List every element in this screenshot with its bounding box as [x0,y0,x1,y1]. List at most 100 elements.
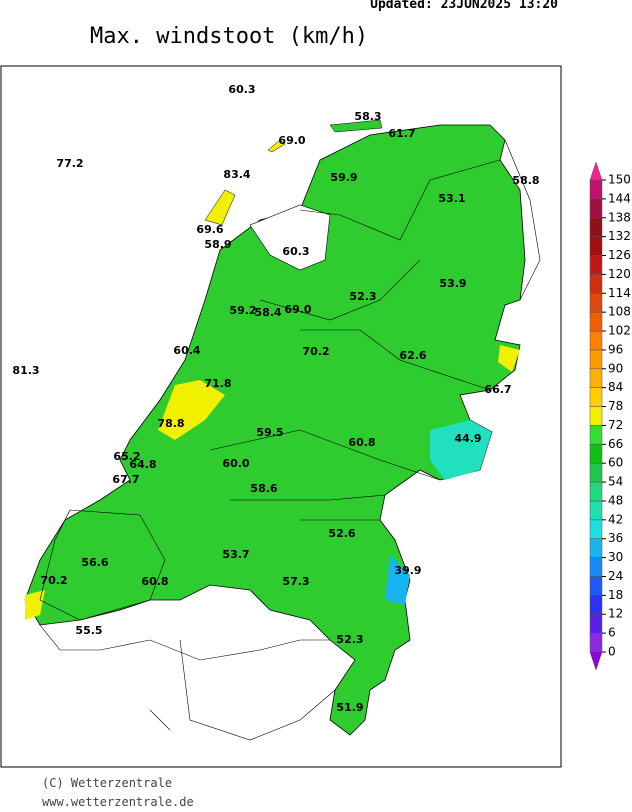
colorbar-label: 54 [608,475,623,489]
colorbar-label: 96 [608,342,623,356]
station-value: 70.2 [302,345,329,358]
colorbar-label: 78 [608,399,623,413]
station-value: 60.0 [222,457,249,470]
station-value: 83.4 [223,168,250,181]
color-band [589,255,603,275]
colorbar-label: 36 [608,531,623,545]
station-value: 58.6 [250,482,277,495]
station-value: 78.8 [157,417,184,430]
colorbar-label: 108 [608,305,631,319]
station-value: 60.3 [282,245,309,258]
color-band [589,198,603,219]
gust-area [430,420,492,480]
station-value: 70.2 [40,574,67,587]
color-band [589,179,603,200]
over-triangle [589,161,603,181]
colorbar-label: 24 [608,569,623,583]
station-value: 51.9 [336,701,363,714]
color-band [589,481,603,502]
station-value: 52.3 [336,633,363,646]
color-band [589,293,603,313]
color-band [589,462,603,483]
island [204,189,236,226]
station-value: 60.8 [348,436,375,449]
color-band [589,349,603,370]
color-band [589,330,603,351]
color-band [589,274,603,294]
station-value: 55.5 [75,624,102,637]
color-band [589,538,603,558]
station-value: 61.7 [388,127,415,140]
station-value: 52.6 [328,527,355,540]
island [267,139,286,153]
colorbar-label: 114 [608,286,631,300]
station-value: 58.3 [354,110,381,123]
colorbar-label: 72 [608,418,623,432]
gust-area [498,345,520,372]
colorbar-label: 120 [608,267,631,281]
color-band [589,557,603,577]
station-value: 62.6 [399,349,426,362]
color-band [589,576,603,596]
color-band [589,519,603,539]
island [329,119,383,133]
updated: Updated: 23JUN2025 13:20 [370,0,558,12]
color-band [589,406,603,426]
color-band [589,368,603,388]
colorbar-label: 12 [608,607,623,621]
colorbar-label: 144 [608,191,631,205]
station-value: 71.8 [204,377,231,390]
station-value: 60.3 [228,83,255,96]
colorbar-label: 18 [608,588,623,602]
colorbar-label: 84 [608,380,623,394]
color-band [589,500,603,521]
station-value: 59.5 [256,426,283,439]
station-value: 53.1 [438,192,465,205]
station-value: 57.3 [282,575,309,588]
colorbar-label: 138 [608,210,631,224]
country-border [39,139,541,741]
station-value: 53.7 [222,548,249,561]
station-value: 52.3 [349,290,376,303]
station-value: 59.2 [229,304,256,317]
colorbar-label: 6 [608,626,616,640]
colorbar-label: 90 [608,361,623,375]
colorbar-label: 102 [608,324,631,338]
colorbar-label: 30 [608,550,623,564]
colorbar-label: 132 [608,229,631,243]
station-value: 69.0 [278,134,305,147]
gust-area [25,590,45,620]
station-value: 67.7 [112,473,139,486]
station-value: 59.9 [330,171,357,184]
map [0,65,562,768]
ijsselmeer [249,204,331,271]
colorbar-label: 126 [608,248,631,262]
station-value: 69.6 [196,223,223,236]
gust-area [385,555,410,605]
station-value: 53.9 [439,277,466,290]
color-band [589,632,603,653]
station-value: 58.8 [512,174,539,187]
color-band [589,311,603,332]
station-value: 60.8 [141,575,168,588]
color-band [589,444,603,464]
station-value: 60.4 [173,344,200,357]
station-value: 58.9 [204,238,231,251]
colorbar-label: 66 [608,437,623,451]
colorbar-label: 42 [608,512,623,526]
province-border [39,509,166,621]
copyright: (C) Wetterzentrale [42,776,172,790]
province-border [209,159,501,521]
station-value: 69.0 [284,303,311,316]
station-value: 58.4 [254,306,281,319]
url: www.wetterzentrale.de [42,795,194,809]
color-band [589,425,603,445]
station-value: 56.6 [81,556,108,569]
title: Max. windstoot (km/h) [90,24,368,49]
colorbar-label: 150 [608,173,631,187]
under-triangle [589,651,603,671]
station-value: 81.3 [12,364,39,377]
station-value: 65.2 [113,450,140,463]
gust-area [158,380,225,440]
